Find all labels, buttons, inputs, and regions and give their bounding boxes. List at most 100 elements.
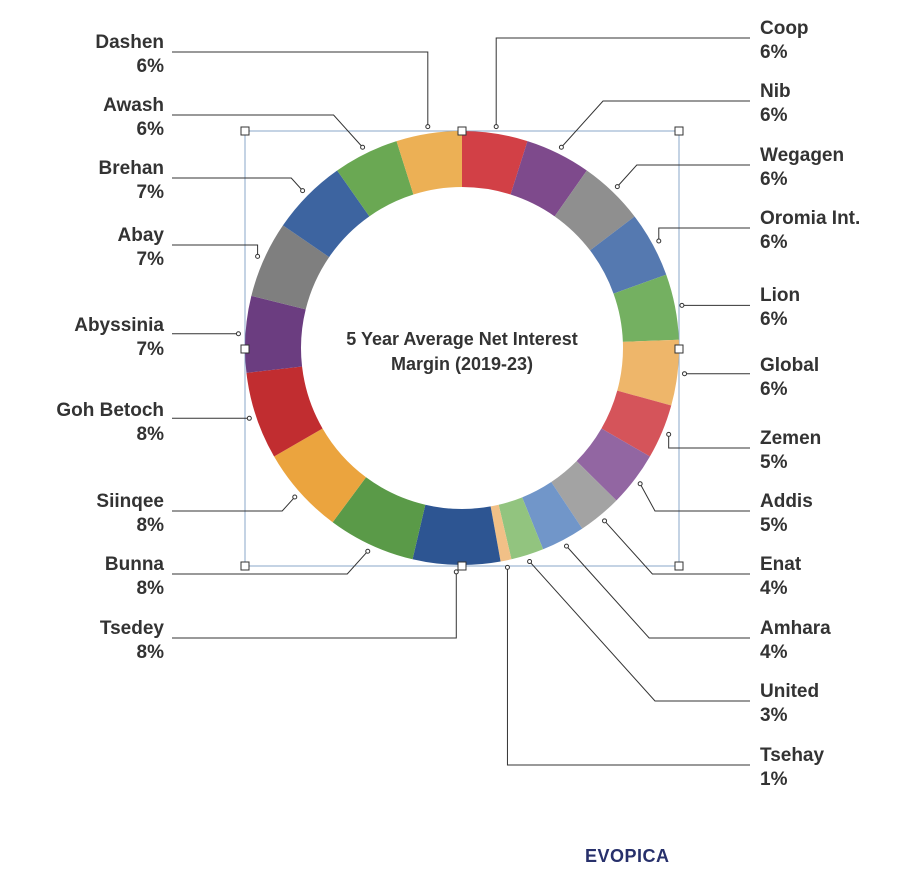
resize-handle[interactable] bbox=[674, 126, 684, 136]
leader-bunna bbox=[172, 550, 369, 575]
slice-abyssinia bbox=[244, 295, 306, 373]
leader-dot-abyssinia bbox=[235, 331, 241, 337]
label-value-goh-betoch: 8% bbox=[137, 424, 165, 445]
leader-dashen bbox=[172, 51, 429, 127]
slice-bunna bbox=[332, 477, 426, 560]
resize-handle[interactable] bbox=[674, 561, 684, 571]
label-value-tsedey: 8% bbox=[137, 642, 165, 663]
leader-dot-global bbox=[682, 371, 688, 377]
label-value-awash: 6% bbox=[137, 119, 165, 140]
leader-nib bbox=[561, 100, 750, 148]
label-value-global: 6% bbox=[760, 379, 788, 400]
label-name-tsehay: Tsehay bbox=[760, 745, 825, 766]
leader-dot-tsedey bbox=[453, 569, 459, 575]
leader-tsehay bbox=[506, 567, 750, 766]
leader-dot-dashen bbox=[425, 124, 431, 130]
label-value-tsehay: 1% bbox=[760, 769, 788, 790]
resize-handle[interactable] bbox=[674, 344, 684, 354]
slice-amhara bbox=[522, 482, 583, 550]
slice-tsehay bbox=[490, 504, 512, 562]
label-name-wegagen: Wegagen bbox=[760, 145, 844, 166]
label-name-abyssinia: Abyssinia bbox=[74, 315, 164, 336]
label-value-oromia-int: 6% bbox=[760, 232, 788, 253]
slice-goh-betoch bbox=[246, 366, 323, 457]
label-name-addis: Addis bbox=[760, 491, 813, 512]
label-name-goh-betoch: Goh Betoch bbox=[56, 400, 164, 421]
label-value-bunna: 8% bbox=[137, 578, 165, 599]
label-value-zemen: 5% bbox=[760, 452, 788, 473]
leader-amhara bbox=[566, 545, 750, 639]
leader-dot-addis bbox=[637, 481, 643, 487]
leader-united bbox=[529, 561, 750, 702]
leader-dot-abay bbox=[255, 253, 261, 259]
label-value-lion: 6% bbox=[760, 309, 788, 330]
slice-lion bbox=[613, 274, 679, 342]
label-name-lion: Lion bbox=[760, 285, 800, 306]
slice-abay bbox=[251, 225, 330, 310]
label-name-united: United bbox=[760, 681, 819, 702]
resize-handle[interactable] bbox=[240, 344, 250, 354]
leader-dot-nib bbox=[558, 144, 564, 150]
label-value-united: 3% bbox=[760, 705, 788, 726]
label-name-dashen: Dashen bbox=[95, 32, 164, 53]
label-value-siinqee: 8% bbox=[137, 515, 165, 536]
slice-oromia-int bbox=[590, 216, 667, 294]
label-value-coop: 6% bbox=[760, 42, 788, 63]
label-name-zemen: Zemen bbox=[760, 428, 821, 449]
label-value-dashen: 6% bbox=[137, 56, 165, 77]
label-name-nib: Nib bbox=[760, 81, 791, 102]
slice-tsedey bbox=[412, 504, 501, 566]
label-value-nib: 6% bbox=[760, 105, 788, 126]
label-name-amhara: Amhara bbox=[760, 618, 831, 639]
slice-enat bbox=[551, 461, 617, 529]
leader-zemen bbox=[668, 434, 750, 449]
resize-handle[interactable] bbox=[457, 126, 467, 136]
label-name-coop: Coop bbox=[760, 18, 809, 39]
slice-zemen bbox=[601, 390, 672, 457]
center-label-line-1: 5 Year Average Net Interest bbox=[346, 329, 577, 349]
label-name-brehan: Brehan bbox=[99, 158, 164, 179]
slice-coop bbox=[462, 131, 528, 195]
leader-dot-tsehay bbox=[504, 564, 510, 570]
label-value-abay: 7% bbox=[137, 249, 165, 270]
label-value-abyssinia: 7% bbox=[137, 339, 165, 360]
leader-dot-wegagen bbox=[614, 184, 620, 190]
label-name-enat: Enat bbox=[760, 554, 802, 575]
leader-dot-zemen bbox=[666, 431, 672, 437]
leader-dot-united bbox=[527, 559, 533, 565]
slice-awash bbox=[337, 141, 414, 217]
leader-dot-awash bbox=[360, 144, 366, 150]
leader-dot-bunna bbox=[365, 548, 371, 554]
resize-handle[interactable] bbox=[240, 126, 250, 136]
label-name-siinqee: Siinqee bbox=[96, 491, 164, 512]
leader-siinqee bbox=[172, 496, 296, 512]
slice-siinqee bbox=[274, 428, 367, 523]
slice-addis bbox=[576, 428, 650, 501]
leader-dot-goh-betoch bbox=[246, 415, 252, 421]
leader-coop bbox=[495, 37, 750, 127]
leader-dot-enat bbox=[602, 518, 608, 524]
resize-handle[interactable] bbox=[457, 561, 467, 571]
leader-abay bbox=[172, 244, 259, 257]
label-name-bunna: Bunna bbox=[105, 554, 165, 575]
slice-wegagen bbox=[554, 170, 635, 251]
center-label-line-2: Margin (2019-23) bbox=[391, 354, 533, 374]
label-name-global: Global bbox=[760, 355, 819, 376]
leader-dot-brehan bbox=[300, 188, 306, 194]
leader-awash bbox=[172, 114, 363, 148]
leader-dot-siinqee bbox=[292, 494, 298, 500]
label-name-oromia-int: Oromia Int. bbox=[760, 208, 860, 229]
resize-handle[interactable] bbox=[240, 561, 250, 571]
leader-tsedey bbox=[172, 571, 457, 639]
label-value-amhara: 4% bbox=[760, 642, 788, 663]
label-name-tsedey: Tsedey bbox=[100, 618, 165, 639]
slice-brehan bbox=[282, 170, 370, 258]
slice-united bbox=[498, 497, 544, 560]
label-name-abay: Abay bbox=[118, 225, 165, 246]
label-value-brehan: 7% bbox=[137, 182, 165, 203]
label-value-wegagen: 6% bbox=[760, 169, 788, 190]
leader-dot-oromia-int bbox=[656, 238, 662, 244]
brand-logo-text: EVOPICA bbox=[585, 846, 670, 866]
leader-enat bbox=[604, 520, 750, 575]
